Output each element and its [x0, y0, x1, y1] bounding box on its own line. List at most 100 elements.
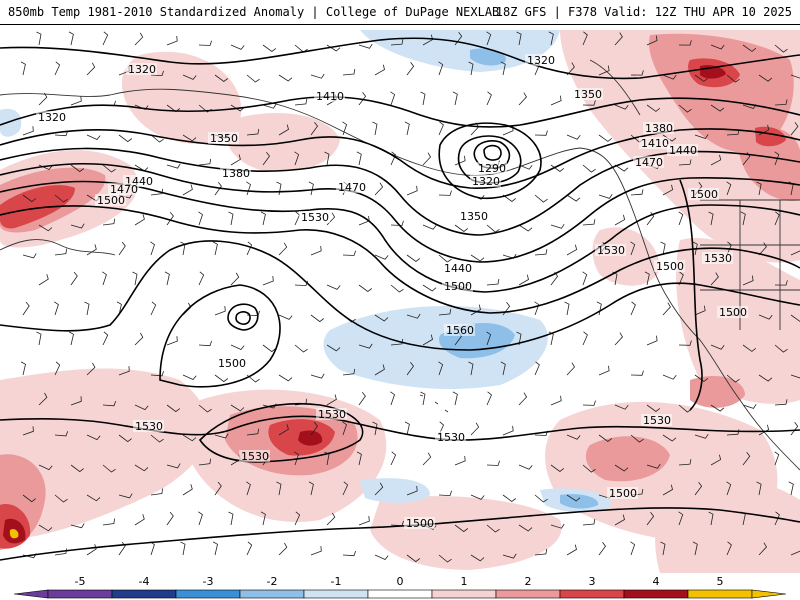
wind-barb	[758, 542, 768, 556]
wind-barb	[22, 426, 34, 436]
wind-barb	[694, 482, 703, 496]
wind-barb	[790, 245, 800, 256]
wind-barb	[548, 31, 554, 46]
wind-barb	[710, 454, 722, 466]
wind-barb	[534, 301, 540, 316]
contour-label-bg	[36, 111, 67, 123]
wind-barb	[662, 484, 673, 496]
wind-barb	[278, 74, 293, 82]
wind-barb	[742, 152, 751, 166]
contour-label: 1530	[301, 211, 329, 224]
wind-barb	[182, 134, 197, 142]
wind-barb	[182, 434, 197, 442]
wind-barb	[358, 391, 366, 406]
wind-barb	[630, 434, 644, 443]
wind-barb	[246, 374, 260, 383]
wind-barb	[486, 460, 500, 466]
wind-barb	[790, 422, 799, 436]
wind-barb	[678, 271, 684, 286]
contour-label-bg	[314, 90, 345, 102]
contour-label-bg	[688, 188, 719, 200]
contour-label-bg	[299, 211, 330, 223]
contour-label: 1530	[135, 420, 163, 433]
wind-barb	[598, 365, 610, 376]
contour-labels: 1320132014101350138014401470150014701530…	[36, 54, 748, 530]
legend-swatch	[495, 589, 561, 599]
wind-barb	[534, 249, 548, 256]
wind-barb	[582, 31, 588, 46]
wind-barb	[54, 361, 61, 376]
wind-barb	[214, 374, 229, 383]
wind-barb	[166, 211, 174, 226]
wind-barb	[374, 554, 389, 560]
legend-tick-label: -2	[267, 575, 278, 588]
wind-barb	[598, 434, 613, 443]
wind-barb	[86, 134, 101, 140]
wind-barb	[278, 542, 288, 556]
wind-barb	[180, 541, 186, 556]
contour-label-bg	[220, 167, 251, 179]
wind-barb	[422, 334, 433, 346]
wind-barb	[182, 484, 193, 496]
wind-barb	[582, 271, 588, 286]
wind-barb	[134, 404, 149, 411]
contour-label: 1500	[656, 260, 684, 273]
wind-barb	[310, 121, 319, 136]
contour-label: 1530	[704, 252, 732, 265]
wind-barb	[742, 452, 751, 466]
wind-barb	[582, 219, 596, 226]
wind-barb	[198, 340, 212, 347]
wind-barb	[630, 189, 644, 196]
wind-barb	[86, 62, 96, 76]
wind-barb	[406, 61, 415, 76]
wind-barb	[454, 524, 469, 533]
contour-label-bg	[336, 181, 367, 193]
contour-label: 1500	[690, 188, 718, 201]
wind-barb	[150, 370, 164, 377]
contour-label-bg	[702, 252, 733, 264]
legend-swatch	[175, 589, 241, 599]
contour-label: 1440	[444, 262, 472, 275]
wind-barb	[438, 190, 452, 196]
wind-barb	[468, 61, 474, 76]
wind-barb	[662, 434, 677, 442]
contour-label: 1560	[446, 324, 474, 337]
wind-barb	[294, 151, 300, 166]
wind-barb	[566, 494, 581, 502]
wind-barb	[246, 428, 260, 436]
contour-label: 1530	[597, 244, 625, 257]
wind-barb	[294, 511, 301, 526]
wind-barb	[260, 511, 266, 526]
legend-swatch	[367, 589, 433, 599]
wind-barb	[198, 511, 203, 526]
contour-label-bg	[435, 431, 466, 443]
map-panel: 1320132014101350138014401470150014701530…	[0, 25, 800, 573]
wind-barb	[692, 241, 698, 256]
wind-barb	[308, 181, 314, 196]
wind-barb	[534, 194, 548, 203]
wind-barb	[198, 158, 212, 166]
wind-barb	[342, 481, 349, 496]
anomaly-shading-extreme	[3, 65, 726, 544]
wind-barb	[326, 512, 336, 526]
wind-barb	[486, 279, 500, 286]
wind-barb	[502, 494, 517, 502]
wind-barb	[342, 121, 348, 136]
wind-barb	[118, 434, 132, 443]
wind-barb	[486, 524, 500, 533]
wind-barb	[374, 314, 389, 322]
legend-swatch	[303, 589, 369, 599]
legend-tick-label: 0	[397, 575, 404, 588]
wind-barb	[22, 253, 37, 259]
wind-barb	[70, 96, 82, 106]
wind-barb	[310, 73, 325, 79]
wind-barb	[278, 242, 288, 256]
wind-barb	[774, 280, 788, 286]
wind-barb	[390, 391, 395, 406]
wind-barb	[102, 31, 109, 46]
wind-barb	[326, 284, 341, 290]
contour-label-bg	[126, 63, 157, 75]
wind-barb	[582, 100, 596, 106]
contour-label-bg	[639, 137, 670, 149]
wind-barb	[390, 451, 397, 466]
